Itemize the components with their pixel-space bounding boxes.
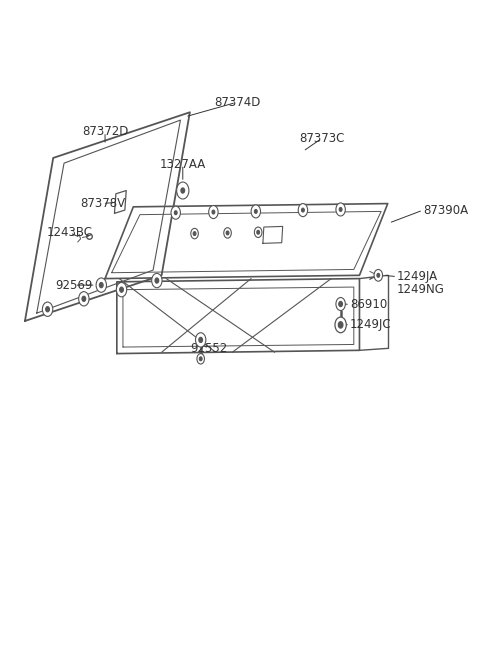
Circle shape	[257, 231, 260, 234]
Circle shape	[171, 206, 180, 219]
Circle shape	[298, 204, 308, 217]
Text: 1249JC: 1249JC	[350, 318, 392, 331]
Circle shape	[224, 228, 231, 238]
Circle shape	[99, 282, 103, 288]
Circle shape	[181, 188, 185, 193]
Circle shape	[152, 273, 162, 288]
Circle shape	[46, 307, 49, 312]
Text: 1327AA: 1327AA	[160, 158, 206, 171]
Circle shape	[191, 229, 198, 239]
Text: 86910: 86910	[350, 298, 387, 311]
Text: 1249JA: 1249JA	[397, 270, 438, 283]
Circle shape	[338, 322, 343, 328]
Text: 92569: 92569	[56, 278, 93, 291]
Circle shape	[79, 291, 89, 306]
Text: 1243BC: 1243BC	[47, 227, 93, 240]
Circle shape	[339, 208, 342, 212]
Text: 87373C: 87373C	[299, 132, 345, 145]
Circle shape	[195, 333, 206, 347]
Circle shape	[209, 206, 218, 219]
Text: 87374D: 87374D	[214, 96, 260, 109]
Circle shape	[301, 208, 304, 212]
Circle shape	[42, 302, 53, 316]
Text: 87372D: 87372D	[82, 125, 128, 138]
Text: 87378V: 87378V	[80, 197, 125, 210]
Circle shape	[174, 211, 177, 215]
Circle shape	[155, 278, 159, 283]
Circle shape	[254, 227, 262, 238]
Circle shape	[336, 297, 345, 310]
Circle shape	[335, 317, 346, 333]
Text: 1249NG: 1249NG	[397, 283, 445, 296]
Circle shape	[199, 357, 202, 361]
Circle shape	[116, 282, 127, 297]
Text: 92552: 92552	[190, 342, 228, 355]
Circle shape	[226, 231, 229, 235]
Text: 87390A: 87390A	[423, 204, 468, 217]
Circle shape	[199, 337, 203, 343]
Circle shape	[193, 232, 196, 236]
Circle shape	[377, 273, 380, 277]
Circle shape	[96, 278, 107, 292]
Circle shape	[336, 203, 345, 216]
Circle shape	[177, 182, 189, 199]
Circle shape	[197, 354, 204, 364]
Circle shape	[339, 301, 343, 307]
Circle shape	[82, 296, 86, 301]
Circle shape	[374, 269, 383, 281]
Circle shape	[120, 287, 123, 292]
Circle shape	[254, 210, 257, 214]
Circle shape	[212, 210, 215, 214]
Circle shape	[251, 205, 261, 218]
